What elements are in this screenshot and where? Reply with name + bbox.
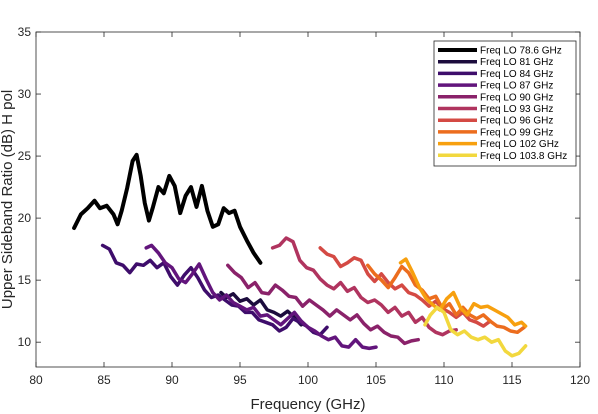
series-line-6 (318, 246, 492, 328)
y-tick-label: 10 (18, 335, 32, 349)
legend-entry-label: Freq LO 90 GHz (480, 92, 553, 103)
x-tick-label: 115 (502, 373, 521, 387)
ticks-layer: 80 85 90 95 100 105 110 115 120 10 15 20 25 30 35 (18, 25, 591, 387)
series-line-0 (72, 152, 263, 265)
x-tick-label: 110 (434, 373, 453, 387)
x-tick-label: 105 (366, 373, 386, 387)
y-tick-label: 30 (18, 87, 32, 101)
legend-entry-label: Freq LO 102 GHz (480, 139, 559, 150)
x-tick-label: 85 (97, 373, 111, 387)
x-tick-label: 120 (570, 373, 590, 387)
legend-entry-label: Freq LO 84 GHz (480, 69, 553, 80)
y-tick-label: 35 (18, 25, 32, 39)
legend-entry-label: Freq LO 96 GHz (480, 116, 553, 127)
legend-entry-label: Freq LO 87 GHz (480, 81, 553, 92)
legend-entry-label: Freq LO 103.8 GHz (480, 151, 567, 162)
legend-entry-label: Freq LO 78.6 GHz (480, 46, 562, 57)
legend-entry-label: Freq LO 99 GHz (480, 127, 553, 138)
series-line-8 (398, 257, 528, 328)
series-line-1 (219, 290, 303, 327)
y-tick-label: 20 (18, 211, 32, 225)
x-tick-label: 90 (165, 373, 179, 387)
y-tick-label: 25 (18, 149, 32, 163)
legend-entry-label: Freq LO 93 GHz (480, 104, 553, 115)
x-tick-label: 100 (298, 373, 318, 387)
legend-entry-label: Freq LO 81 GHz (480, 57, 553, 68)
series-line-4 (226, 263, 420, 346)
y-axis-label: Upper Sideband Ratio (dB) H pol (0, 90, 16, 309)
y-tick-label: 15 (18, 273, 32, 287)
series-line-3 (144, 243, 378, 351)
x-tick-label: 95 (233, 373, 247, 387)
series-layer (72, 152, 528, 358)
x-tick-label: 80 (29, 373, 43, 387)
x-axis-label: Frequency (GHz) (250, 396, 365, 413)
series-line-7 (366, 263, 526, 335)
series-line-9 (423, 305, 528, 358)
